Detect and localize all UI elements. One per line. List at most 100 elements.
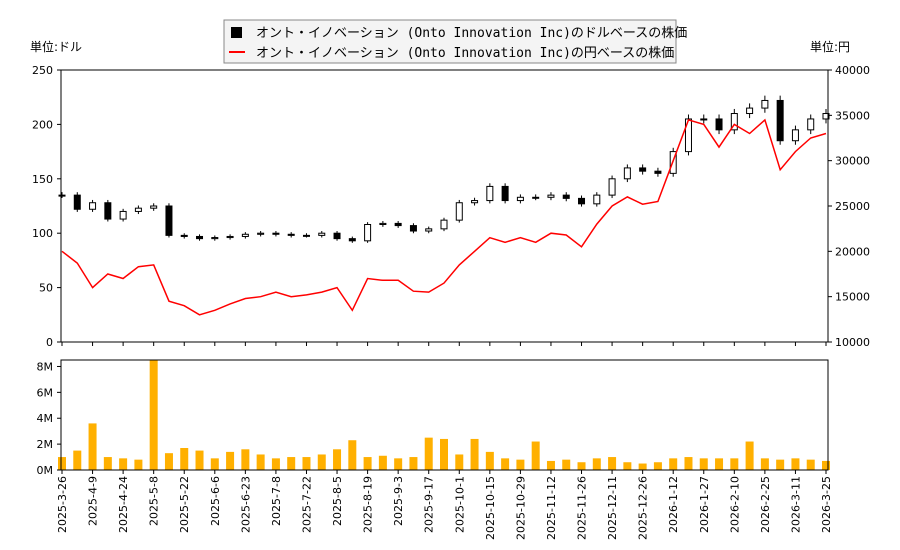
candle-body: [226, 235, 234, 239]
volume-bar: [669, 458, 678, 470]
x-axis-tick-label: 2025-7-22: [300, 476, 313, 533]
candle-body: [547, 194, 555, 198]
x-axis-tick-label: 2026-3-25: [820, 476, 833, 533]
candle-body: [134, 207, 142, 212]
x-axis-tick-label: 2026-3-11: [789, 476, 802, 533]
legend-usd-label: オント・イノベーション (Onto Innovation Inc)のドルベースの…: [256, 26, 687, 41]
candle-body: [807, 118, 815, 131]
candle-body: [471, 200, 479, 204]
volume-bar: [73, 450, 82, 470]
candle-body: [287, 233, 295, 236]
x-axis-tick-label: 2025-10-29: [514, 476, 527, 540]
right-axis-tick-label: 40000: [835, 64, 870, 77]
volume-bar: [271, 458, 280, 470]
x-axis-tick-label: 2025-9-3: [392, 476, 405, 526]
x-axis-tick-label: 2025-4-24: [117, 476, 130, 533]
left-axis-tick-label: 250: [32, 64, 53, 77]
candle-body: [379, 222, 387, 225]
candle-body: [501, 185, 509, 202]
x-axis-tick-label: 2025-5-8: [148, 476, 161, 526]
volume-bar: [333, 449, 342, 470]
volume-axis-tick-label: 6M: [37, 386, 54, 399]
x-axis-tick-label: 2025-7-8: [270, 476, 283, 526]
x-axis-tick-label: 2025-9-17: [423, 476, 436, 533]
left-axis-tick-label: 100: [32, 227, 53, 240]
volume-bar: [592, 458, 601, 470]
volume-bar: [516, 459, 525, 470]
candle-body: [318, 232, 326, 236]
volume-bar: [119, 458, 128, 470]
volume-axis-tick-label: 8M: [37, 360, 54, 373]
candle-body: [425, 228, 433, 232]
right-axis-tick-label: 15000: [835, 291, 870, 304]
jpy-price-line: [61, 118, 827, 316]
volume-axis-tick-label: 0M: [37, 464, 54, 477]
candle-body: [272, 232, 280, 235]
candle-body: [58, 194, 66, 197]
left-axis-tick-label: 150: [32, 173, 53, 186]
volume-bar: [653, 462, 662, 470]
volume-bar: [302, 457, 311, 470]
left-axis-tick-label: 200: [32, 118, 53, 131]
volume-bar: [699, 458, 708, 470]
volume-bar: [546, 460, 555, 470]
candle-body: [486, 185, 494, 202]
volume-bar: [745, 441, 754, 470]
candle-body: [73, 194, 81, 210]
x-axis-tick-label: 2025-11-26: [576, 476, 589, 540]
x-axis-tick-label: 2025-12-11: [606, 476, 619, 540]
left-axis-tick-label: 0: [46, 336, 53, 349]
candle-body: [822, 113, 830, 120]
candle-body: [150, 205, 158, 209]
volume-bar: [715, 458, 724, 470]
volume-bar: [608, 457, 617, 470]
volume-plot-frame: [60, 359, 829, 471]
volume-bar: [470, 438, 479, 470]
candle-body: [302, 234, 310, 237]
volume-bar: [760, 458, 769, 470]
x-axis-tick-label: 2025-11-12: [545, 476, 558, 540]
candle-body: [257, 232, 265, 235]
volume-bar: [806, 459, 815, 470]
volume-bar: [88, 423, 97, 470]
volume-bar: [501, 458, 510, 470]
volume-bar: [623, 462, 632, 470]
volume-bar: [256, 454, 265, 470]
x-axis-tick-label: 2025-8-5: [331, 476, 344, 526]
x-axis-tick-label: 2025-4-9: [87, 476, 100, 526]
candle-body: [654, 170, 662, 174]
candle-body: [440, 219, 448, 230]
x-axis-tick-label: 2026-1-27: [698, 476, 711, 533]
legend-jpy-label: オント・イノベーション (Onto Innovation Inc)の円ベースの株…: [256, 46, 674, 61]
candle-body: [761, 99, 769, 109]
price-plot-frame: [60, 69, 829, 343]
volume-bar: [730, 458, 739, 470]
legend-usd-marker: [231, 27, 242, 38]
x-axis-tick-label: 2025-10-1: [453, 476, 466, 533]
candle-body: [608, 178, 616, 196]
x-axis-tick-label: 2025-12-26: [637, 476, 650, 540]
volume-bar: [562, 459, 571, 470]
right-axis-tick-label: 10000: [835, 336, 870, 349]
candle-body: [196, 235, 204, 240]
x-axis-tick-label: 2025-8-19: [362, 476, 375, 533]
volume-bar: [378, 455, 387, 470]
candle-body: [776, 99, 784, 142]
candle-body: [532, 196, 540, 199]
x-axis-tick-label: 2025-6-6: [209, 476, 222, 526]
volume-bar: [180, 448, 189, 470]
volume-bar: [363, 457, 372, 470]
volume-axis-tick-label: 2M: [37, 438, 54, 451]
volume-axis-tick-label: 4M: [37, 412, 54, 425]
x-axis-tick-label: 2026-1-12: [667, 476, 680, 533]
volume-bar: [638, 463, 647, 470]
volume-bar: [58, 457, 66, 470]
right-axis-tick-label: 30000: [835, 155, 870, 168]
volume-bar: [134, 459, 143, 470]
candle-body: [730, 113, 738, 131]
candle-body: [715, 118, 723, 131]
candle-body: [700, 118, 708, 121]
volume-bar: [149, 360, 158, 470]
candle-body: [562, 194, 570, 199]
